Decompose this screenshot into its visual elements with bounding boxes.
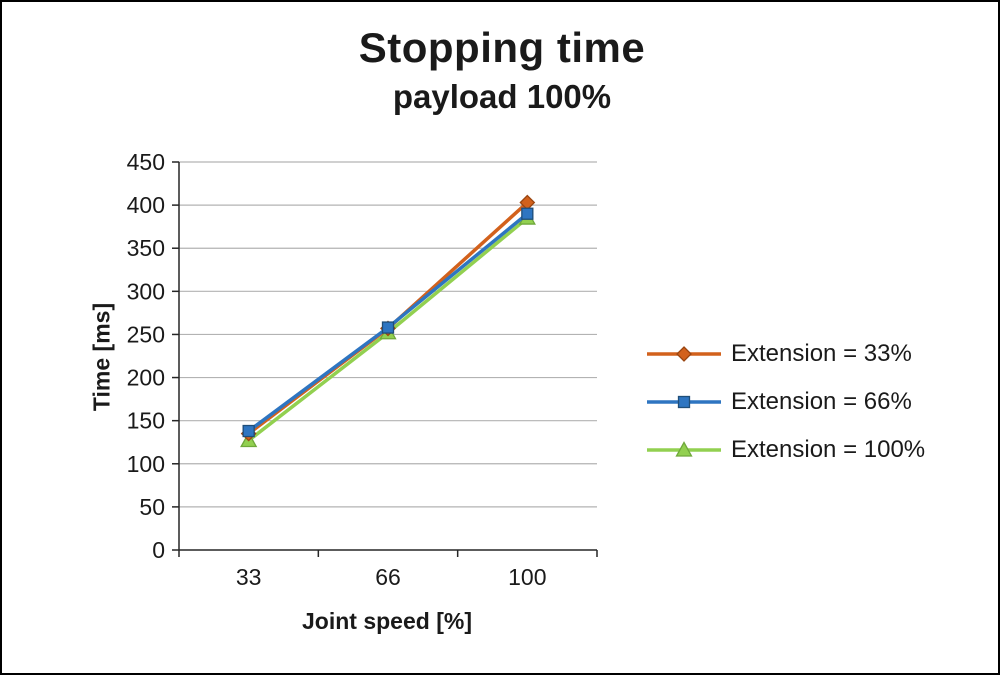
x-tick-label: 66 (375, 564, 401, 590)
y-tick-label: 100 (127, 451, 165, 477)
y-tick-label: 200 (127, 365, 165, 391)
legend-item: Extension = 33% (647, 340, 925, 368)
legend-item: Extension = 100% (647, 436, 925, 464)
y-tick-label: 450 (127, 149, 165, 175)
y-tick-label: 250 (127, 321, 165, 347)
x-tick-label: 33 (236, 564, 262, 590)
legend-item: Extension = 66% (647, 388, 925, 416)
y-tick-label: 350 (127, 235, 165, 261)
legend: Extension = 33% Extension = 66% Extensio… (647, 340, 925, 464)
diamond-marker-icon (647, 346, 721, 362)
x-axis-label: Joint speed [%] (302, 608, 472, 634)
legend-label: Extension = 33% (731, 340, 912, 367)
y-tick-label: 400 (127, 192, 165, 218)
chart-title: Stopping time (358, 24, 646, 71)
chart-subtitle: payload 100% (392, 78, 612, 115)
legend-label: Extension = 100% (731, 436, 926, 463)
y-tick-label: 0 (152, 537, 165, 563)
legend-label: Extension = 66% (731, 388, 912, 415)
y-tick-label: 50 (139, 494, 165, 520)
square-marker-icon (647, 395, 721, 409)
y-axis-label: Time [ms] (88, 302, 115, 412)
x-tick-label: 100 (508, 564, 546, 590)
y-tick-label: 300 (127, 278, 165, 304)
y-tick-label: 150 (127, 408, 165, 434)
triangle-marker-icon (647, 441, 721, 457)
